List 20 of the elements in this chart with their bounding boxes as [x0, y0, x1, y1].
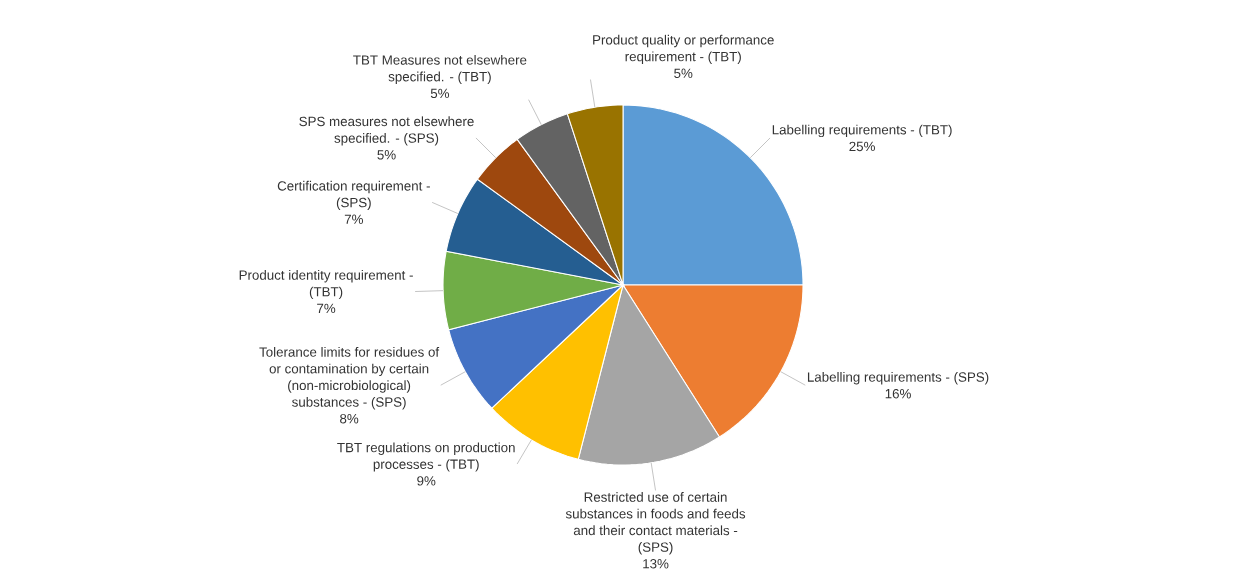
slice-label: Product quality or performance requirement - (TBT)	[593, 34, 774, 64]
data-label: 16%	[885, 388, 911, 399]
data-label: 7%	[344, 214, 363, 224]
data-label: 8%	[340, 413, 359, 424]
data-label: 9%	[417, 476, 436, 486]
slice-label: Tolerance limits for residues of or contamination by certain (non-microbiological) substances - (SPS)	[259, 346, 440, 410]
data-label: 5%	[430, 88, 450, 99]
slice-label: Restricted use of certain substances in foods and feeds and their contact materials - (SPS)	[565, 492, 746, 555]
slice-label: SPS measures not elsewhere specified. - (SPS)	[299, 116, 474, 146]
slice-label: Labelling requirements - (SPS)	[807, 371, 989, 385]
data-label: 25%	[849, 141, 875, 152]
data-label: 5%	[377, 150, 396, 160]
data-label: 5%	[674, 68, 693, 78]
slice-label: TBT regulations on production processes - (TBT)	[337, 442, 515, 472]
data-label: 13%	[643, 559, 669, 569]
slice-label: Labelling requirements - (TBT)	[772, 124, 952, 138]
slice-label: Product identity requirement - (TBT)	[239, 269, 413, 300]
slice-label: Certification requirement - (SPS)	[277, 180, 430, 210]
data-label: 7%	[317, 303, 336, 314]
slice-label: TBT Measures not elsewhere specified. - (TBT)	[353, 54, 527, 85]
